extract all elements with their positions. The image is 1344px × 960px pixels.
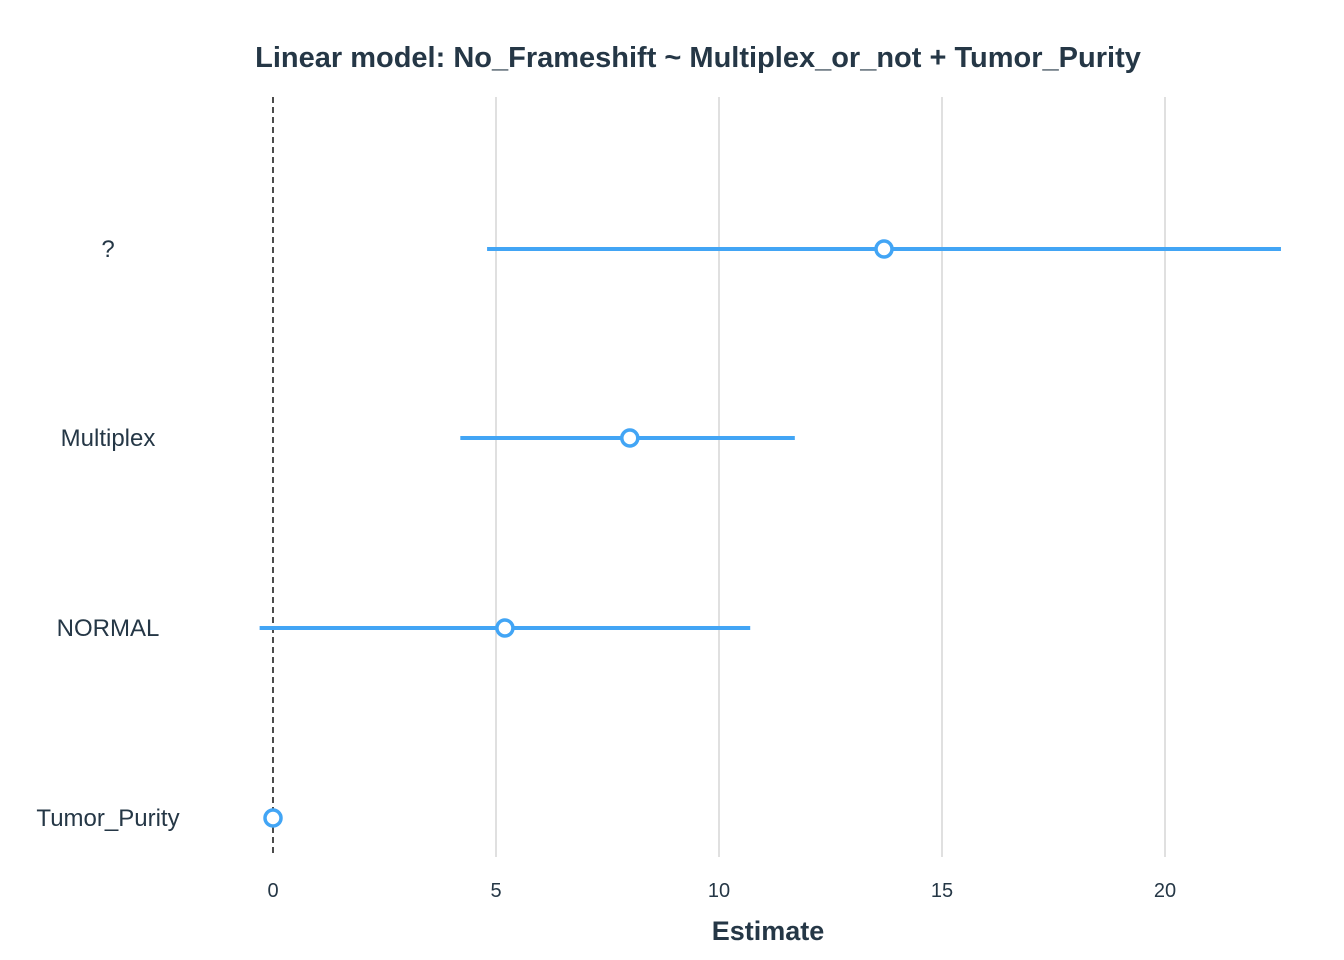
- x-tick-label: 10: [708, 880, 730, 902]
- x-tick-label: 20: [1154, 880, 1176, 902]
- y-tick-label: ?: [101, 236, 114, 263]
- grid-lines: [495, 97, 1166, 857]
- x-tick-label: 0: [267, 880, 278, 902]
- y-tick-label: Multiplex: [61, 425, 156, 452]
- point-estimate: [263, 808, 283, 828]
- x-tick-label: 15: [931, 880, 953, 902]
- x-axis-label: Estimate: [712, 916, 825, 946]
- point-estimate: [620, 428, 640, 448]
- x-tick-labels: 0 5 10 15 20: [267, 880, 1176, 902]
- y-tick-label: Tumor_Purity: [36, 805, 179, 832]
- x-tick-label: 5: [490, 880, 501, 902]
- y-tick-labels: ? Multiplex NORMAL Tumor_Purity: [36, 236, 179, 832]
- point-estimate: [495, 618, 515, 638]
- y-tick-label: NORMAL: [57, 615, 160, 642]
- point-estimate: [874, 239, 894, 259]
- estimate-marks: [259, 239, 1281, 828]
- chart-title: Linear model: No_Frameshift ~ Multiplex_…: [255, 42, 1141, 74]
